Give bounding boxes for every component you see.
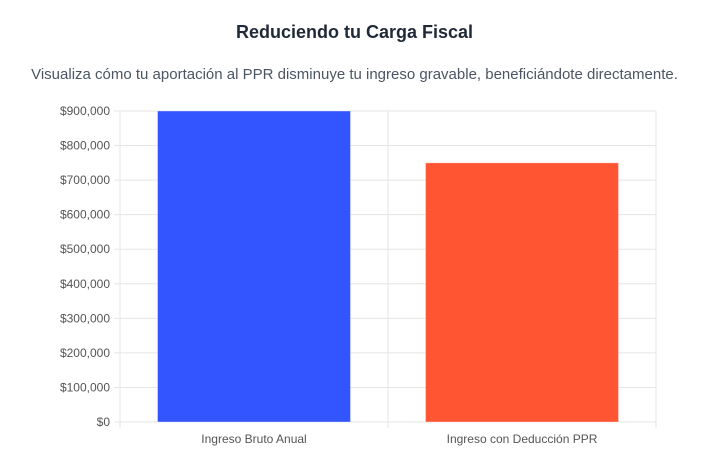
x-tick-label: Ingreso Bruto Anual <box>201 432 306 446</box>
bars <box>157 110 619 423</box>
y-tick-label: $500,000 <box>60 242 110 256</box>
y-tick-label: $600,000 <box>60 208 110 222</box>
bar[interactable] <box>157 110 351 423</box>
y-tick-label: $900,000 <box>60 104 110 118</box>
x-tick-label: Ingreso con Deducción PPR <box>447 432 598 446</box>
y-tick-label: $300,000 <box>60 311 110 325</box>
y-tick-label: $0 <box>97 415 111 429</box>
y-tick-label: $400,000 <box>60 277 110 291</box>
bar[interactable] <box>425 162 619 423</box>
y-tick-label: $100,000 <box>60 380 110 394</box>
chart-subtitle: Visualiza cómo tu aportación al PPR dism… <box>31 66 678 83</box>
y-axis: $0 $100,000 $200,000 $300,000 $400,000 $500,0… <box>60 104 110 429</box>
y-tick-label: $700,000 <box>60 173 110 187</box>
y-tick-label: $200,000 <box>60 346 110 360</box>
chart-title: Reduciendo tu Carga Fiscal <box>235 22 474 42</box>
y-tick-label: $800,000 <box>60 139 110 153</box>
x-axis: Ingreso Bruto Anual Ingreso con Deducción… <box>201 432 597 446</box>
